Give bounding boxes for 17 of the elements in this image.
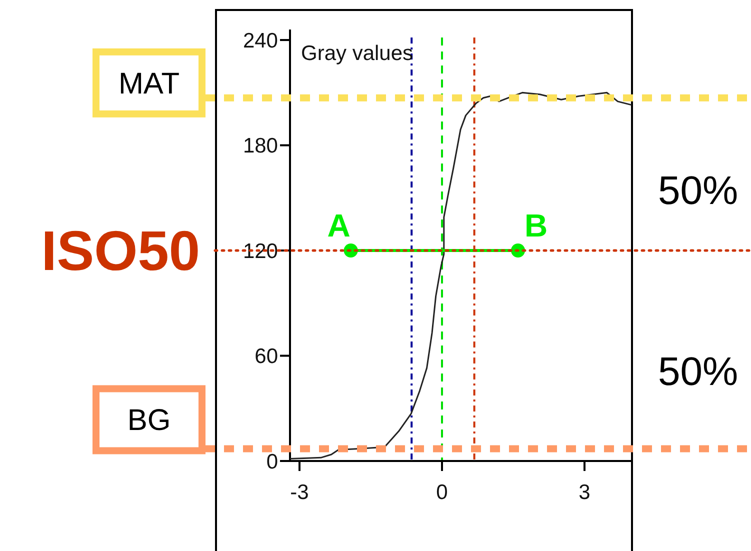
ref-line-label: ISO50 bbox=[41, 219, 200, 282]
line-series bbox=[289, 92, 632, 460]
y-axis-title: Gray values bbox=[301, 42, 414, 65]
ref-line-label: BG bbox=[127, 404, 171, 438]
ref-line-label: MAT bbox=[118, 67, 180, 100]
x-tick-label: 3 bbox=[578, 481, 590, 504]
annotation: A bbox=[327, 208, 350, 244]
text: 50% bbox=[658, 169, 738, 213]
y-tick-label: 240 bbox=[242, 29, 278, 52]
y-tick-label: 180 bbox=[242, 134, 278, 158]
y-tick-label: 60 bbox=[254, 345, 278, 368]
annotation: B bbox=[524, 208, 548, 244]
text: 50% bbox=[658, 350, 738, 394]
y-tick-label: 120 bbox=[242, 240, 278, 263]
x-tick-label: 0 bbox=[436, 481, 448, 504]
y-tick-label: 0 bbox=[266, 450, 278, 474]
x-tick-label: -3 bbox=[290, 481, 309, 504]
